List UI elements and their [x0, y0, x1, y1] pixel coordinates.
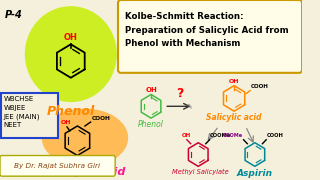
Text: COOMe: COOMe [210, 133, 231, 138]
Text: ?: ? [176, 87, 183, 100]
Text: Aspirin: Aspirin [237, 169, 273, 178]
Text: Phenol with Mechanism: Phenol with Mechanism [124, 39, 240, 48]
Text: COOH: COOH [251, 84, 269, 89]
Text: OH: OH [181, 133, 191, 138]
Text: Kolbe-Schmitt Reaction:: Kolbe-Schmitt Reaction: [124, 12, 243, 21]
Text: Salicylic acid: Salicylic acid [206, 113, 262, 122]
Text: P-4: P-4 [5, 10, 22, 20]
Text: Methyl Salicylate: Methyl Salicylate [172, 169, 228, 175]
Text: OH: OH [145, 87, 157, 93]
Text: COOH: COOH [267, 133, 284, 138]
Circle shape [26, 7, 116, 101]
Text: ✎: ✎ [186, 103, 192, 109]
Text: WBCHSE
WBJEE
JEE (MAIN)
NEET: WBCHSE WBJEE JEE (MAIN) NEET [4, 96, 40, 129]
Ellipse shape [43, 109, 127, 166]
Text: OCOMe: OCOMe [222, 133, 243, 138]
FancyBboxPatch shape [1, 93, 58, 138]
Text: Preparation of Salicylic Acid from: Preparation of Salicylic Acid from [124, 26, 288, 35]
Text: OH: OH [61, 120, 71, 125]
FancyBboxPatch shape [118, 0, 302, 73]
Text: Phenol: Phenol [138, 120, 164, 129]
Text: OH: OH [64, 33, 78, 42]
Text: Salicylic acid: Salicylic acid [44, 167, 126, 177]
Text: OH: OH [229, 79, 239, 84]
Text: Phenol: Phenol [47, 105, 95, 118]
Text: COOH: COOH [92, 116, 110, 121]
Text: By Dr. Rajat Subhra Giri: By Dr. Rajat Subhra Giri [14, 163, 100, 169]
FancyBboxPatch shape [0, 156, 115, 176]
